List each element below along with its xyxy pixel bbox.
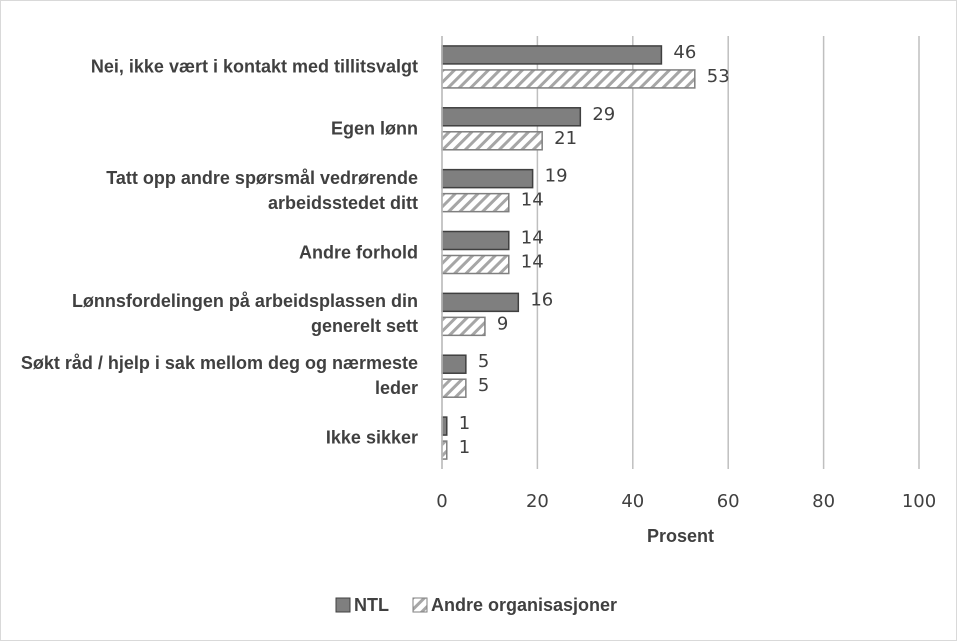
category-label: Søkt råd / hjelp i sak mellom deg og nær… [20, 353, 418, 399]
x-tick-label: 40 [621, 491, 644, 512]
x-tick-label: 60 [717, 491, 740, 512]
bar [441, 254, 510, 275]
category-label: Ikke sikker [325, 427, 418, 448]
data-label: 46 [673, 42, 696, 63]
data-label: 5 [478, 375, 489, 396]
data-label: 14 [521, 228, 544, 249]
bar [441, 131, 543, 151]
bar [441, 354, 467, 374]
legend-swatch [412, 597, 428, 613]
legend-label: NTL [354, 595, 389, 615]
bar [441, 69, 696, 89]
bar [441, 292, 520, 313]
category-label: Nei, ikke vært i kontakt med tillitsvalg… [90, 56, 418, 77]
data-label: 16 [530, 289, 553, 310]
data-label: 53 [707, 66, 730, 87]
category-label: Lønnsfordelingen på arbeidsplassen din g… [71, 291, 418, 337]
x-tick-label: 100 [902, 491, 936, 512]
x-tick-label: 20 [526, 491, 549, 512]
x-tick-label: 0 [436, 491, 447, 512]
bar [441, 192, 510, 213]
data-label: 9 [497, 313, 508, 334]
legend-swatch [335, 597, 351, 613]
category-label: Tatt opp andre spørsmål vedrørende arbei… [106, 167, 418, 213]
data-label: 1 [459, 413, 470, 434]
data-label: 14 [521, 252, 544, 273]
data-label: 29 [592, 104, 615, 125]
bar [441, 168, 534, 189]
data-label: 1 [459, 437, 470, 458]
category-label: Andre forhold [299, 242, 418, 262]
data-label: 19 [545, 166, 568, 187]
bar [441, 316, 486, 337]
bar [441, 45, 663, 65]
legend-label: Andre organisasjoner [431, 595, 617, 615]
bar [441, 378, 467, 398]
data-label: 5 [478, 351, 489, 372]
bar [441, 107, 582, 127]
x-axis-title: Prosent [647, 526, 714, 546]
x-tick-label: 80 [812, 491, 835, 512]
data-label: 14 [521, 190, 544, 211]
bar [441, 230, 510, 251]
data-label: 21 [554, 128, 577, 149]
category-label: Egen lønn [331, 118, 418, 139]
